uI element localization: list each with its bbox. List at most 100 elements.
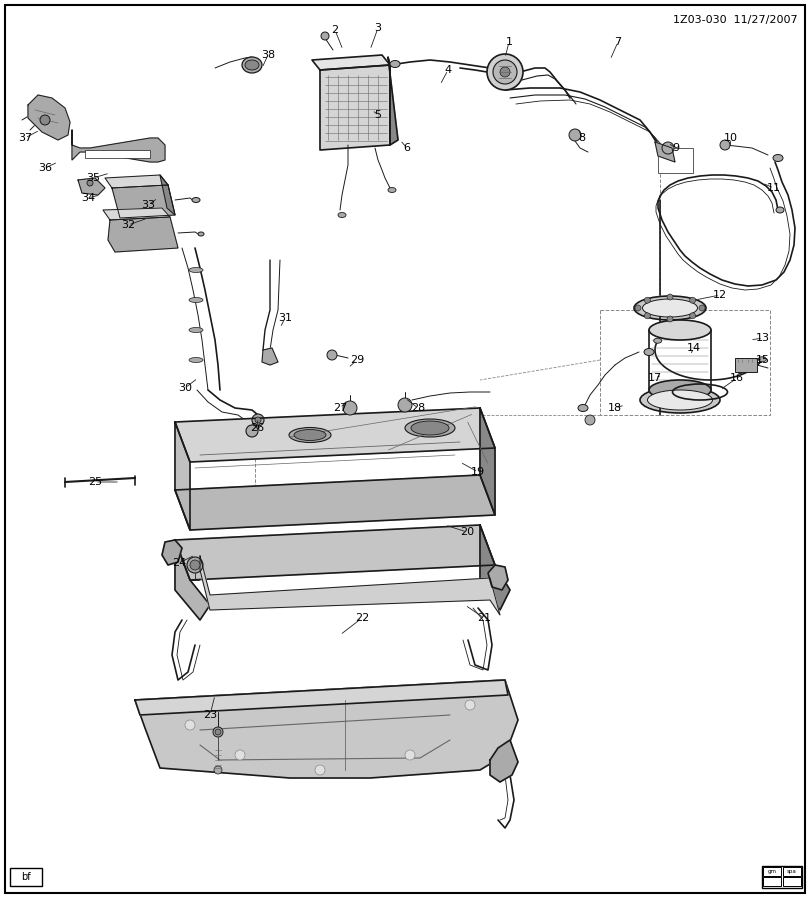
Polygon shape xyxy=(108,217,178,252)
Text: 8: 8 xyxy=(578,133,586,143)
Polygon shape xyxy=(320,65,390,150)
Ellipse shape xyxy=(640,387,720,413)
Polygon shape xyxy=(162,540,182,565)
Ellipse shape xyxy=(776,207,784,213)
Text: 23: 23 xyxy=(203,710,217,720)
Ellipse shape xyxy=(289,428,331,443)
Ellipse shape xyxy=(245,60,259,70)
Bar xyxy=(658,148,693,173)
Circle shape xyxy=(569,129,581,141)
Circle shape xyxy=(213,727,223,737)
Circle shape xyxy=(235,750,245,760)
Text: 32: 32 xyxy=(121,220,135,230)
Ellipse shape xyxy=(649,320,711,340)
Text: 13: 13 xyxy=(756,333,770,343)
Bar xyxy=(762,866,802,888)
Polygon shape xyxy=(28,95,70,140)
Text: 22: 22 xyxy=(355,613,369,623)
Bar xyxy=(735,358,757,372)
Text: 1Z03-030  11/27/2007: 1Z03-030 11/27/2007 xyxy=(673,15,798,25)
Polygon shape xyxy=(135,680,518,778)
Polygon shape xyxy=(175,525,495,580)
Text: 15: 15 xyxy=(756,355,770,365)
Circle shape xyxy=(635,305,641,311)
Text: 27: 27 xyxy=(333,403,347,413)
Text: 36: 36 xyxy=(38,163,52,173)
Text: 35: 35 xyxy=(86,173,100,183)
Ellipse shape xyxy=(773,155,783,161)
Polygon shape xyxy=(78,178,105,195)
Text: 4: 4 xyxy=(444,65,452,75)
Circle shape xyxy=(662,142,674,154)
Text: 28: 28 xyxy=(411,403,425,413)
Ellipse shape xyxy=(654,338,662,343)
Circle shape xyxy=(689,313,696,319)
Ellipse shape xyxy=(405,419,455,437)
Ellipse shape xyxy=(338,212,346,218)
Text: 17: 17 xyxy=(648,373,662,383)
Circle shape xyxy=(190,560,200,570)
Text: spa: spa xyxy=(787,869,797,875)
Circle shape xyxy=(645,313,650,319)
Polygon shape xyxy=(490,740,518,782)
Polygon shape xyxy=(112,185,175,218)
Bar xyxy=(763,877,781,886)
Ellipse shape xyxy=(388,187,396,193)
Circle shape xyxy=(667,316,673,322)
Circle shape xyxy=(87,180,93,186)
Ellipse shape xyxy=(242,57,262,73)
Polygon shape xyxy=(488,565,508,590)
Polygon shape xyxy=(72,130,165,162)
Polygon shape xyxy=(480,408,495,515)
Text: 18: 18 xyxy=(608,403,622,413)
Ellipse shape xyxy=(647,390,713,410)
Ellipse shape xyxy=(294,429,326,440)
Circle shape xyxy=(252,414,264,426)
Circle shape xyxy=(185,720,195,730)
Polygon shape xyxy=(103,208,170,220)
Ellipse shape xyxy=(644,348,654,356)
Text: gm: gm xyxy=(767,869,776,875)
Ellipse shape xyxy=(758,356,766,362)
Polygon shape xyxy=(312,55,390,70)
Ellipse shape xyxy=(649,380,711,400)
Text: 31: 31 xyxy=(278,313,292,323)
Polygon shape xyxy=(175,540,210,620)
Text: 12: 12 xyxy=(713,290,727,300)
Ellipse shape xyxy=(189,267,203,273)
Text: 11: 11 xyxy=(767,183,781,193)
Circle shape xyxy=(327,350,337,360)
Polygon shape xyxy=(655,142,675,162)
Bar xyxy=(10,868,42,886)
Text: 1: 1 xyxy=(505,37,513,47)
Polygon shape xyxy=(175,475,495,530)
Text: 5: 5 xyxy=(375,110,381,120)
Circle shape xyxy=(667,294,673,300)
Ellipse shape xyxy=(634,296,706,320)
Polygon shape xyxy=(160,175,175,215)
Ellipse shape xyxy=(189,298,203,302)
Circle shape xyxy=(398,398,412,412)
Polygon shape xyxy=(105,175,168,188)
Ellipse shape xyxy=(192,197,200,202)
Polygon shape xyxy=(262,348,278,365)
Circle shape xyxy=(699,305,705,311)
Circle shape xyxy=(689,297,696,303)
Circle shape xyxy=(343,401,357,415)
Circle shape xyxy=(246,425,258,437)
Text: 16: 16 xyxy=(730,373,744,383)
Bar xyxy=(763,867,781,876)
Ellipse shape xyxy=(578,404,588,411)
Circle shape xyxy=(585,415,595,425)
Circle shape xyxy=(720,140,730,150)
Text: 24: 24 xyxy=(172,558,187,568)
Bar xyxy=(600,310,770,415)
Ellipse shape xyxy=(497,68,507,75)
Text: 9: 9 xyxy=(672,143,680,153)
Ellipse shape xyxy=(189,328,203,332)
Text: 10: 10 xyxy=(724,133,738,143)
Bar xyxy=(783,867,801,876)
Polygon shape xyxy=(175,422,190,530)
Text: bf: bf xyxy=(21,872,31,882)
Circle shape xyxy=(321,32,329,40)
